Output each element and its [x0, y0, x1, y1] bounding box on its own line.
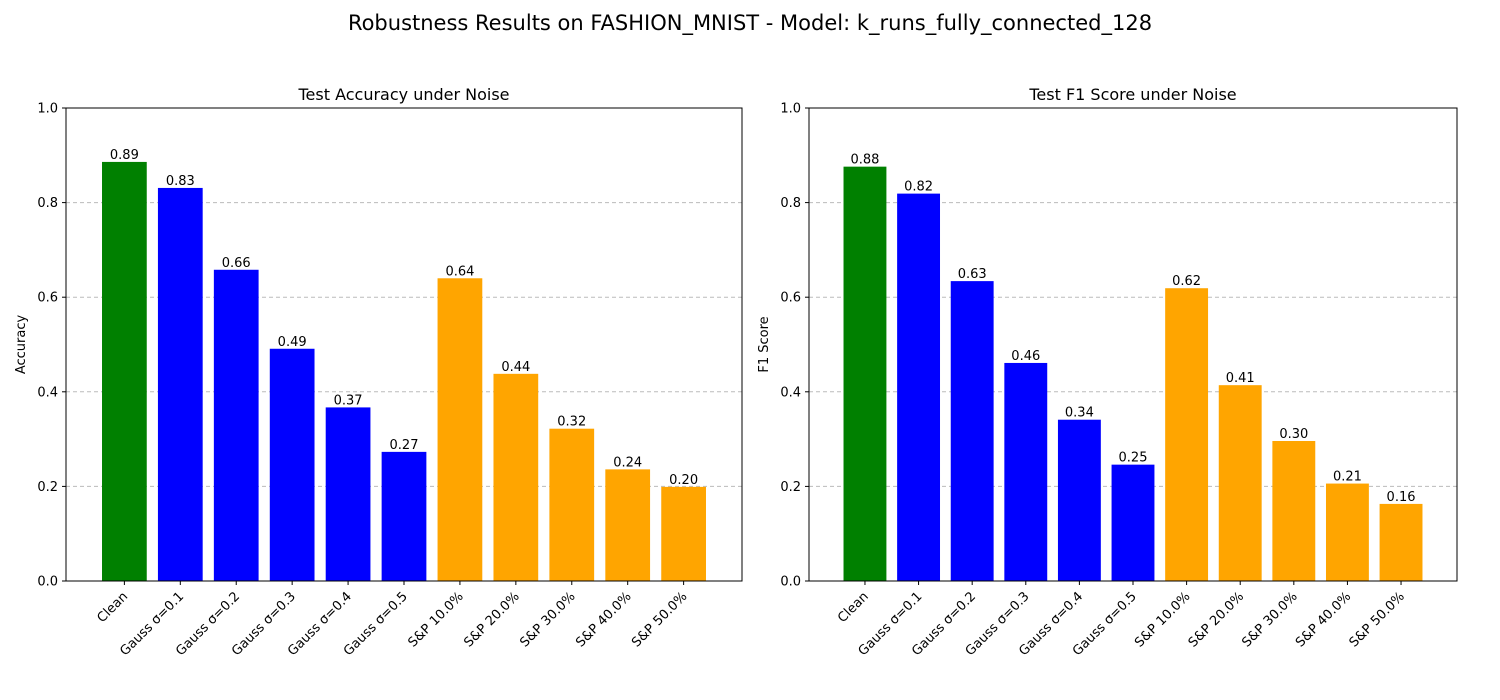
data-label: 0.49 [278, 335, 307, 350]
y-tick-label: 0.2 [780, 480, 801, 495]
y-tick-label: 1.0 [780, 102, 801, 117]
bar [1111, 464, 1155, 581]
bar [1272, 440, 1316, 581]
y-tick-label: 0.0 [780, 575, 801, 590]
bar [269, 348, 315, 581]
data-label: 0.82 [904, 180, 933, 195]
x-tick-label: S&P 20.0% [1186, 589, 1247, 650]
data-label: 0.66 [222, 256, 251, 271]
bar [1325, 483, 1369, 581]
data-label: 0.64 [445, 264, 474, 279]
data-label: 0.34 [1065, 406, 1094, 421]
x-tick-label: S&P 20.0% [461, 589, 522, 650]
data-label: 0.30 [1279, 427, 1308, 442]
bar [661, 486, 706, 581]
bar [1165, 288, 1209, 581]
bar [1004, 362, 1048, 581]
bar [1379, 503, 1423, 581]
data-label: 0.83 [166, 174, 195, 189]
data-label: 0.37 [334, 393, 363, 408]
data-label: 0.88 [850, 153, 879, 168]
x-tick-label: S&P 50.0% [1347, 589, 1408, 650]
subplot-title: Test Accuracy under Noise [297, 85, 509, 104]
data-label: 0.25 [1119, 451, 1148, 466]
data-label: 0.16 [1387, 490, 1416, 505]
plot-frame [808, 107, 1458, 582]
x-tick-label: Clean [835, 589, 872, 626]
y-tick-label: 0.8 [37, 196, 58, 211]
x-tick-label: S&P 40.0% [1293, 589, 1354, 650]
bar [493, 373, 539, 581]
x-tick-label: S&P 50.0% [629, 589, 690, 650]
subplot-1: Test Accuracy under Noise 0.0 0.2 0.4 0.6 0.8… [14, 85, 743, 659]
data-label: 0.62 [1172, 274, 1201, 289]
y-tick-label: 0.2 [37, 480, 58, 495]
data-label: 0.32 [557, 415, 586, 430]
data-label: 0.41 [1226, 371, 1255, 386]
bar [381, 451, 427, 581]
y-axis-label: Accuracy [14, 315, 29, 375]
figure-title: Robustness Results on FASHION_MNIST - Mo… [348, 11, 1152, 36]
data-label: 0.89 [110, 148, 139, 163]
data-label: 0.24 [613, 455, 642, 470]
bar [213, 269, 259, 581]
y-tick-label: 0.6 [780, 291, 801, 306]
x-tick-label: S&P 30.0% [517, 589, 578, 650]
bar [157, 187, 203, 581]
y-axis-label: F1 Score [757, 316, 772, 372]
subplot-title: Test F1 Score under Noise [1028, 85, 1236, 104]
plot-frame [65, 107, 743, 582]
x-tick-label: S&P 30.0% [1239, 589, 1300, 650]
bar [843, 166, 887, 582]
bar [1218, 385, 1262, 581]
subplot-2: Test F1 Score under Noise 0.0 0.2 0.4 0.6 0.8… [757, 85, 1458, 659]
y-tick-label: 0.6 [37, 291, 58, 306]
y-tick-label: 0.0 [37, 575, 58, 590]
bar [605, 469, 651, 581]
y-tick-label: 0.8 [780, 196, 801, 211]
data-label: 0.20 [669, 473, 698, 488]
data-label: 0.63 [958, 267, 987, 282]
bar [950, 281, 994, 581]
x-tick-label: Clean [95, 589, 132, 626]
y-tick-label: 0.4 [780, 385, 801, 400]
data-label: 0.46 [1011, 349, 1040, 364]
x-tick-label: S&P 10.0% [1132, 589, 1193, 650]
data-label: 0.27 [390, 438, 419, 453]
bar [102, 161, 147, 581]
data-label: 0.44 [501, 360, 530, 375]
bar [549, 428, 595, 581]
bar [325, 407, 371, 581]
bar [437, 278, 483, 581]
data-label: 0.21 [1333, 470, 1362, 485]
y-tick-label: 0.4 [37, 385, 58, 400]
x-tick-label: S&P 40.0% [573, 589, 634, 650]
x-tick-label: S&P 10.0% [405, 589, 466, 650]
y-tick-label: 1.0 [37, 102, 58, 117]
bar [897, 193, 941, 581]
bar [1057, 419, 1101, 581]
